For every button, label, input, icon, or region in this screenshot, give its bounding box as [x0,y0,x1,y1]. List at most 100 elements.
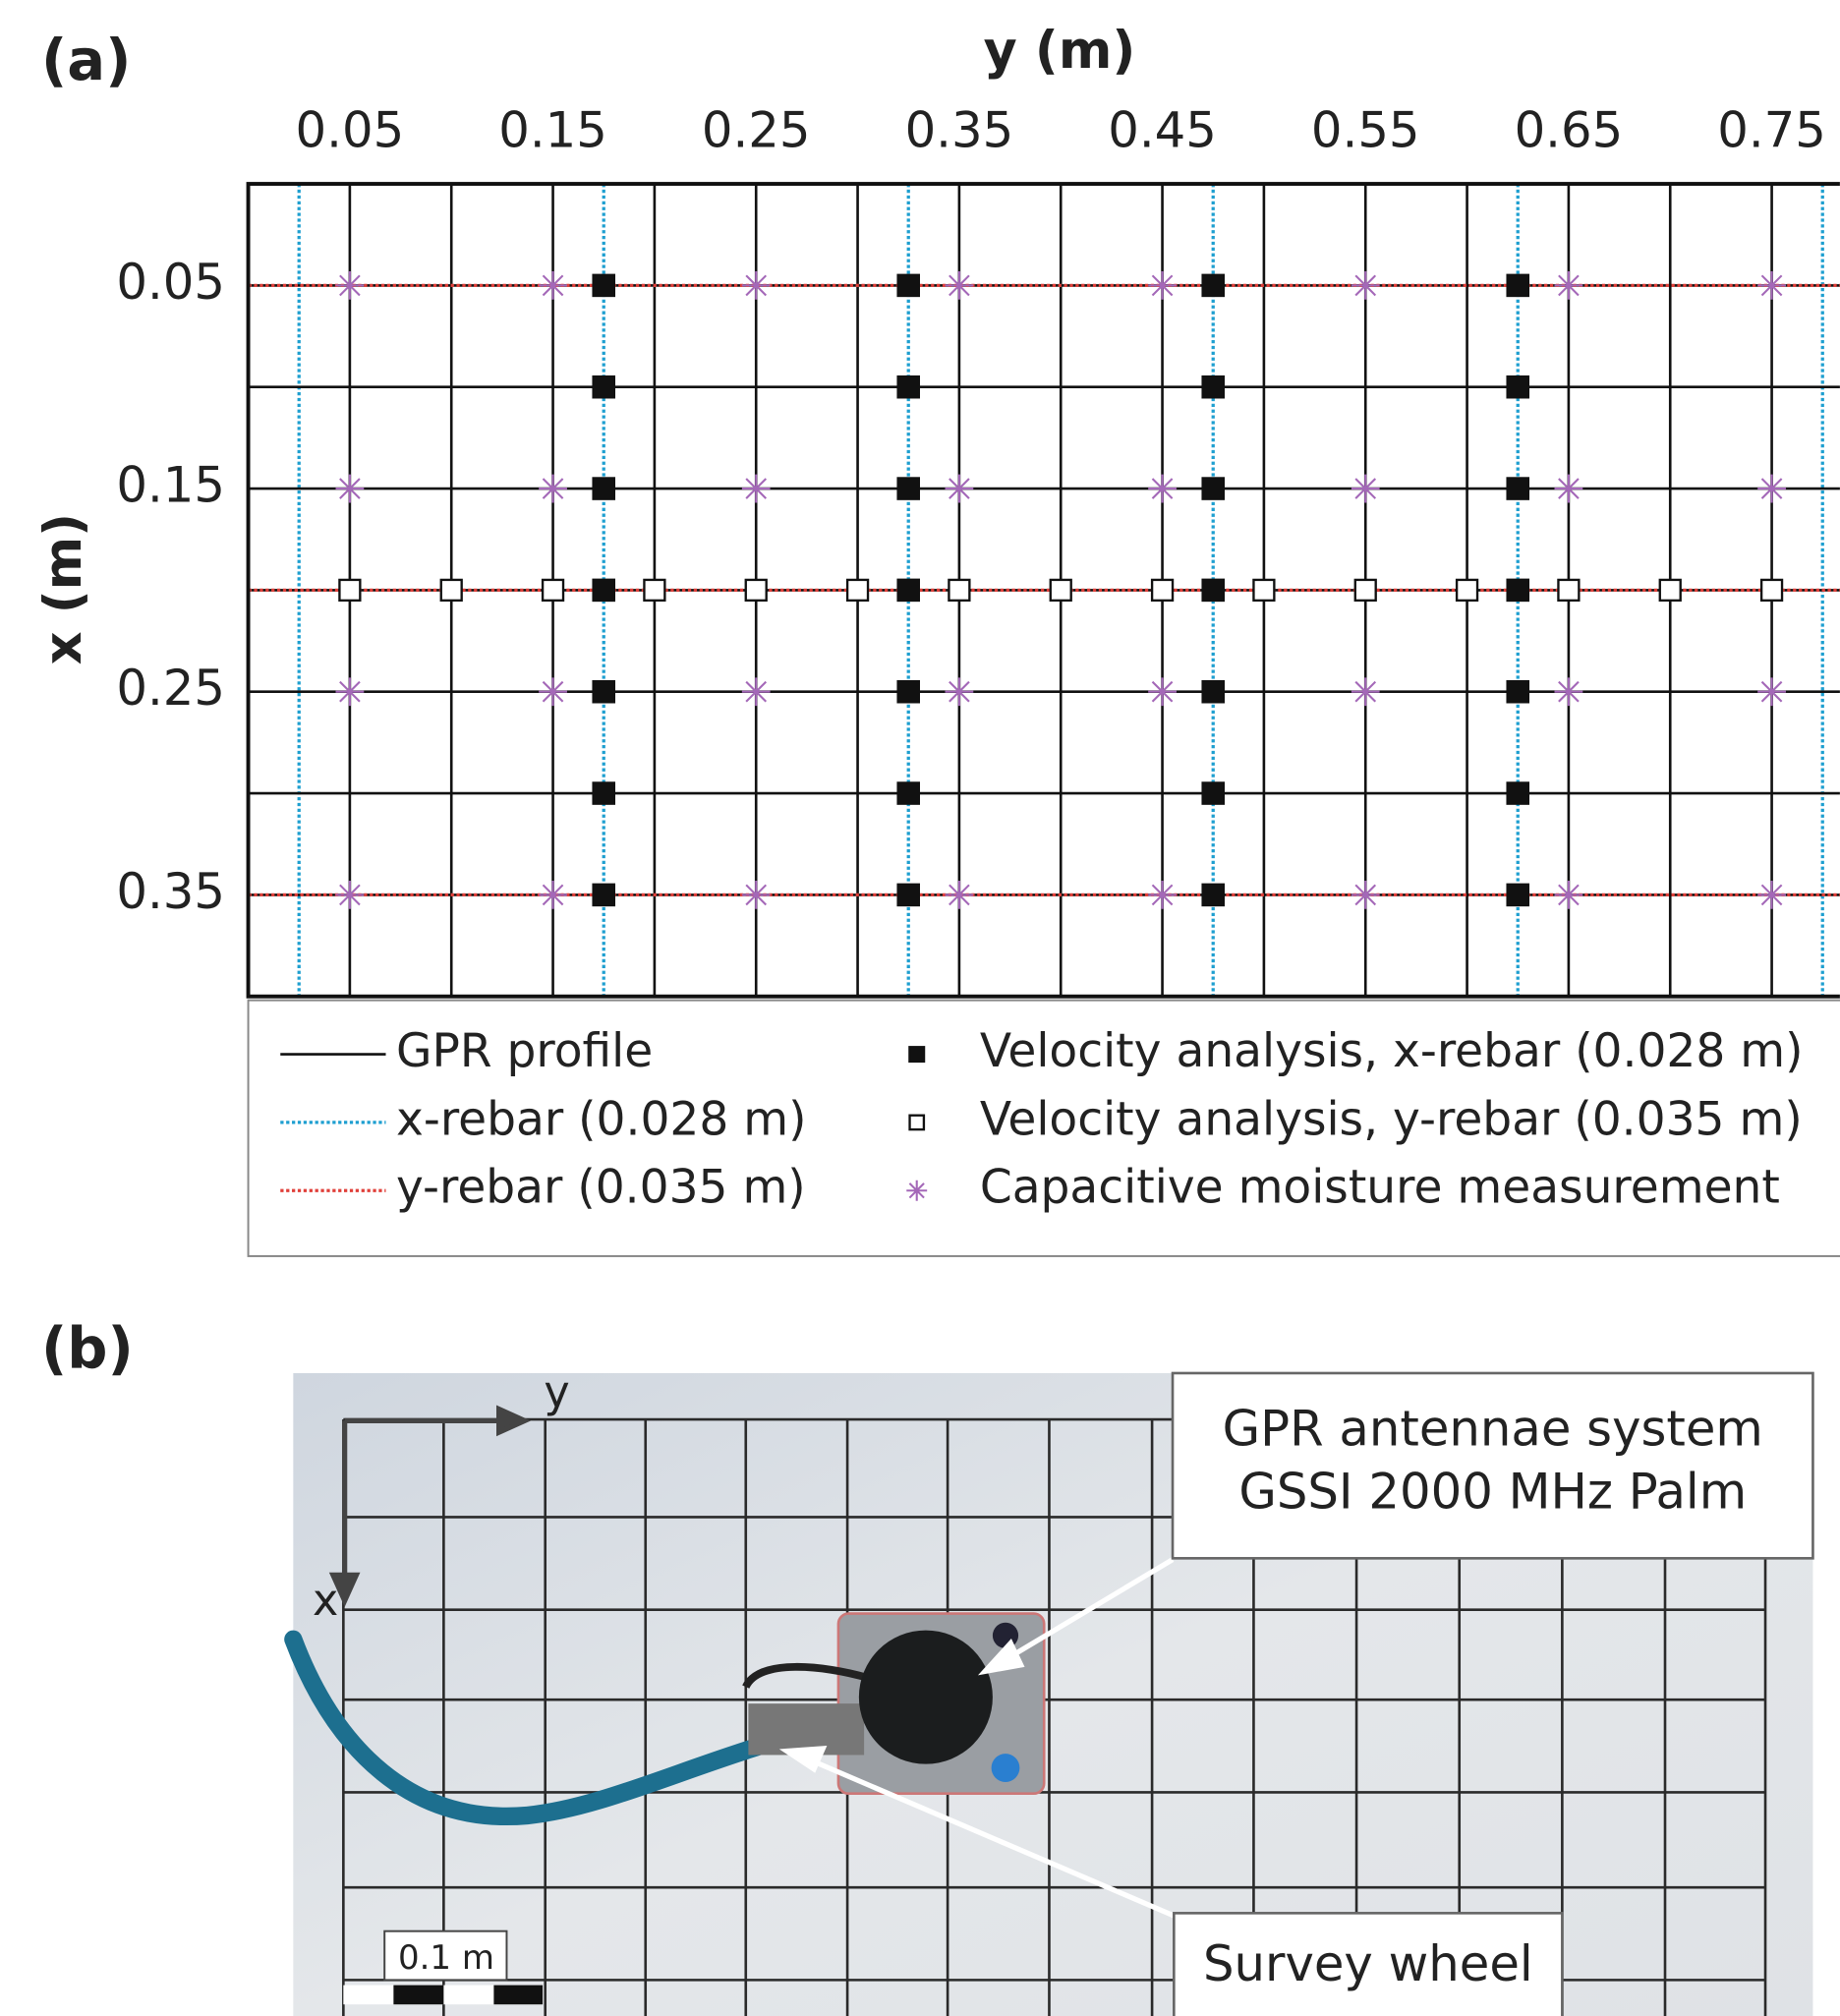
legend-label: Capacitive moisture measurement [980,1161,1780,1215]
marker [1252,578,1276,603]
legend-label: Velocity analysis, y-rebar (0.035 m) [980,1092,1803,1146]
marker [896,679,920,704]
marker [1506,578,1530,603]
marker [1506,374,1530,399]
legend-label: y-rebar (0.035 m) [396,1161,806,1215]
scale-box [383,1930,508,1982]
y-tick-label: 0.25 [116,660,225,717]
marker [908,1046,926,1064]
marker [1506,477,1530,500]
button [991,1754,1020,1782]
marker [338,578,362,603]
marker [592,374,615,399]
plot-border [246,182,1840,999]
marker [1554,270,1583,300]
marker [335,474,365,503]
marker [1557,578,1581,603]
y-tick-label: 0.35 [116,863,225,920]
scale-label: 0.1 m [398,1938,494,1978]
legend-label: x-rebar (0.028 m) [396,1092,807,1146]
marker [896,883,920,907]
marker [1506,679,1530,704]
marker [741,881,771,909]
marker [945,677,974,707]
marker [1455,578,1479,603]
marker [896,374,920,399]
marker [592,477,615,500]
marker [1049,578,1072,603]
y-tick-label: 0.05 [116,254,225,311]
marker [1201,273,1226,298]
marker [948,578,971,603]
survey-wheel [748,1703,865,1756]
annotation-box [1173,1912,1564,2016]
scale-bar [393,1985,444,2005]
marker [1351,270,1380,300]
cable [284,1630,858,1826]
marker [896,273,920,298]
marker [1351,881,1380,909]
marker [1351,474,1380,503]
legend-box [247,999,1840,1257]
marker [1150,578,1175,603]
wire [742,1662,870,1690]
marker [945,474,974,503]
knob [992,1622,1019,1648]
marker [335,270,365,300]
x-tick-label: 0.15 [498,102,607,159]
marker [1148,474,1177,503]
marker [1201,679,1226,704]
scale-bar [493,1985,544,2005]
marker [643,578,666,603]
marker [906,1180,928,1201]
x-tick-label: 0.65 [1515,102,1624,159]
y-tick-label: 0.15 [116,457,225,514]
marker [1506,781,1530,805]
photo: y x GPR antennae system GSSI 2000 MHz Pa… [284,1367,1814,2016]
marker [845,578,870,603]
marker [744,578,768,603]
marker [741,677,771,707]
photo-axis-label: x [313,1576,338,1626]
marker [539,270,567,300]
marker [1757,270,1786,300]
x-tick-label: 0.55 [1311,102,1420,159]
x-axis-title: y (m) [984,21,1136,81]
legend-label: Velocity analysis, x-rebar (0.028 m) [980,1024,1804,1078]
marker [539,474,567,503]
x-tick-label: 0.25 [702,102,811,159]
panel-label: (a) [41,28,131,93]
marker [1554,881,1583,909]
arrows [778,1557,1176,1919]
legend: GPR profile x-rebar (0.028 m) y-rebar (0.0… [247,999,1840,1257]
marker [1506,883,1530,907]
marker [592,578,615,603]
marker [1148,881,1177,909]
x-tick-label: 0.45 [1108,102,1217,159]
marker [896,781,920,805]
marker [1201,883,1226,907]
marker [1506,273,1530,298]
marker [896,477,920,500]
marker [896,578,920,603]
photo-axes [328,1405,532,1607]
marker [1658,578,1682,603]
marker [1201,374,1226,399]
marker [1759,578,1784,603]
marker [1148,677,1177,707]
marker [335,677,365,707]
marker [592,883,615,907]
marker [945,270,974,300]
marker [541,578,565,603]
marker [741,270,771,300]
photo-axis-label: y [544,1367,569,1417]
marker [1757,677,1786,707]
marker [1554,474,1583,503]
marker [1201,477,1226,500]
marker [439,578,463,603]
marker [335,881,365,909]
marker [1554,677,1583,707]
marker [1148,270,1177,300]
annotation: GSSI 2000 MHz Palm [1238,1464,1747,1521]
